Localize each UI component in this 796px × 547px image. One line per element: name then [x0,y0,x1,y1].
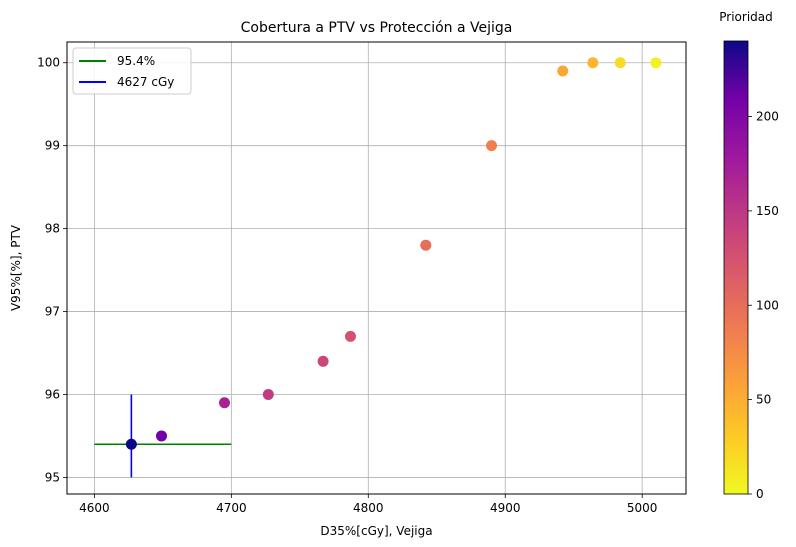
colorbar: 0 50 100 150 200 Prioridad [719,10,779,501]
data-point [317,355,329,367]
y-axis-label: V95%[%], PTV [9,224,23,311]
plot-frame [66,41,687,495]
data-point [650,57,662,69]
legend: 95.4% 4627 cGy [72,47,192,95]
x-axis-label: D35%[cGy], Vejiga [320,524,432,538]
x-tick-label: 4700 [216,501,247,515]
data-point [262,388,274,400]
y-tick-label: 99 [45,139,60,153]
colorbar-tick-label: 200 [756,110,779,124]
x-tick-label: 5000 [627,501,658,515]
data-point [486,140,498,152]
chart-title: Cobertura a PTV vs Protección a Vejiga [241,20,513,36]
colorbar-gradient [723,40,749,495]
colorbar-tick-label: 0 [756,487,764,501]
colorbar-tick-label: 100 [756,298,779,312]
x-tick-label: 4900 [490,501,521,515]
y-tick-label: 97 [45,305,60,319]
data-point [125,438,137,450]
data-point [614,57,626,69]
data-points [125,57,662,450]
x-tick-label: 4600 [79,501,110,515]
data-point [218,397,230,409]
colorbar-label: Prioridad [719,10,773,24]
data-point [557,65,569,77]
data-point [344,330,356,342]
x-axis-ticks: 4600 4700 4800 4900 5000 [79,494,657,515]
data-point [587,57,599,69]
x-tick-label: 4800 [353,501,384,515]
data-point [155,430,167,442]
legend-entry-coverage: 95.4% [117,54,155,68]
grid [67,42,686,494]
colorbar-tick-label: 150 [756,204,779,218]
legend-entry-dose: 4627 cGy [117,75,174,89]
colorbar-tick-label: 50 [756,393,771,407]
y-tick-label: 98 [45,222,60,236]
y-tick-label: 96 [45,387,60,401]
y-tick-label: 100 [37,56,60,70]
reference-lines [94,394,232,478]
data-point [420,239,432,251]
colorbar-ticks: 0 50 100 150 200 [748,110,779,501]
y-tick-label: 95 [45,470,60,484]
y-axis-ticks: 95 96 97 98 99 100 [37,56,67,484]
